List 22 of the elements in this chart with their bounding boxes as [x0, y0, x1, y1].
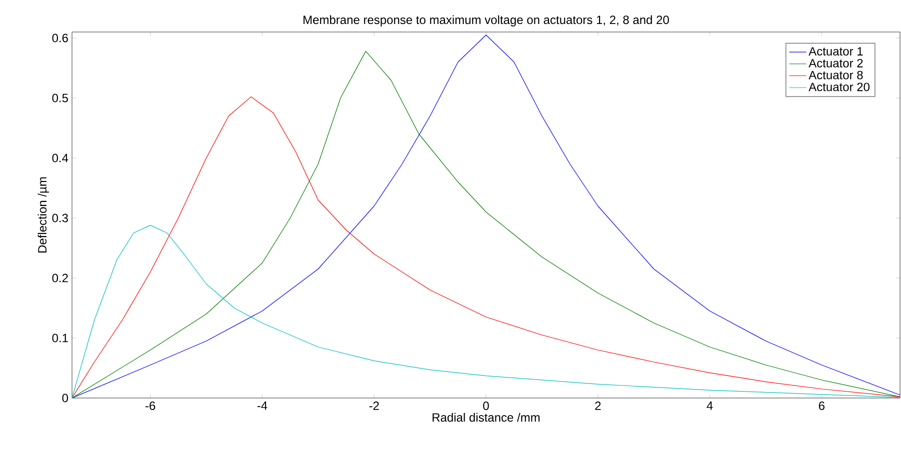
x-axis-title: Radial distance /mm	[432, 412, 540, 422]
y-axis-title: Deflection /µm	[38, 177, 49, 252]
chart-title: Membrane response to maximum voltage on actuators 1, 2, 8 and 20	[304, 15, 669, 26]
x-tick-label: 6	[818, 402, 824, 410]
legend-label: Actuator 20	[808, 82, 870, 92]
y-tick-label: 0.4	[52, 154, 68, 162]
y-tick-label: 0.3	[52, 214, 68, 222]
x-tick-label: 4	[706, 402, 713, 410]
y-tick-label: 0.2	[52, 274, 68, 282]
legend-label: Actuator 1	[808, 47, 863, 56]
legend-label: Actuator 8	[808, 70, 863, 80]
x-tick-label: -6	[146, 402, 156, 410]
y-tick-label: 0	[62, 394, 68, 402]
legend-label: Actuator 2	[808, 58, 863, 68]
y-tick-label: 0.1	[52, 334, 68, 342]
y-tick-label: 0.6	[52, 34, 68, 42]
x-tick-label: 2	[595, 402, 601, 410]
x-tick-label: -4	[257, 402, 268, 410]
y-tick-label: 0.5	[52, 94, 68, 102]
x-tick-label: -2	[369, 402, 379, 410]
line-series	[72, 224, 900, 398]
x-tick-label: 0	[483, 402, 489, 410]
